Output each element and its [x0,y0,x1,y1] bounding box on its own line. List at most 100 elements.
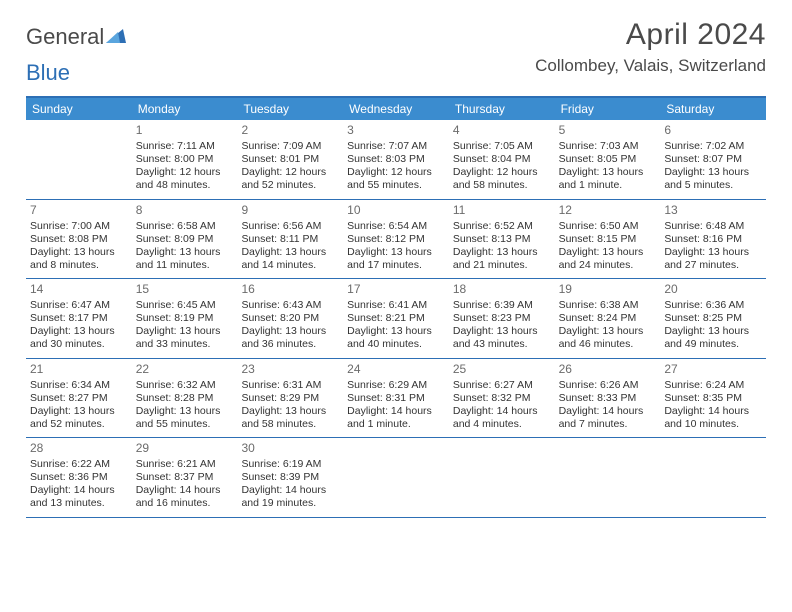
daylight-text: Daylight: 13 hours and 52 minutes. [30,405,128,431]
day-number: 8 [136,203,234,218]
sunset-text: Sunset: 8:21 PM [347,312,445,325]
title-block: April 2024 Collombey, Valais, Switzerlan… [535,18,766,76]
sunrise-text: Sunrise: 7:07 AM [347,140,445,153]
day-number: 16 [241,282,339,297]
daylight-text: Daylight: 13 hours and 30 minutes. [30,325,128,351]
sunset-text: Sunset: 8:27 PM [30,392,128,405]
daylight-text: Daylight: 13 hours and 43 minutes. [453,325,551,351]
week-row: 28Sunrise: 6:22 AMSunset: 8:36 PMDayligh… [26,438,766,518]
daylight-text: Daylight: 13 hours and 1 minute. [559,166,657,192]
logo: General [26,24,126,50]
day-cell: 25Sunrise: 6:27 AMSunset: 8:32 PMDayligh… [449,359,555,438]
sunrise-text: Sunrise: 6:31 AM [241,379,339,392]
weeks-container: 1Sunrise: 7:11 AMSunset: 8:00 PMDaylight… [26,120,766,518]
day-cell: 14Sunrise: 6:47 AMSunset: 8:17 PMDayligh… [26,279,132,358]
sunrise-text: Sunrise: 7:02 AM [664,140,762,153]
day-cell: 26Sunrise: 6:26 AMSunset: 8:33 PMDayligh… [555,359,661,438]
sunset-text: Sunset: 8:09 PM [136,233,234,246]
sunrise-text: Sunrise: 6:54 AM [347,220,445,233]
sunset-text: Sunset: 8:12 PM [347,233,445,246]
sunset-text: Sunset: 8:01 PM [241,153,339,166]
sunrise-text: Sunrise: 6:27 AM [453,379,551,392]
dayhead-mon: Monday [132,98,238,120]
day-cell: 24Sunrise: 6:29 AMSunset: 8:31 PMDayligh… [343,359,449,438]
daylight-text: Daylight: 13 hours and 8 minutes. [30,246,128,272]
daylight-text: Daylight: 14 hours and 13 minutes. [30,484,128,510]
week-row: 1Sunrise: 7:11 AMSunset: 8:00 PMDaylight… [26,120,766,200]
daylight-text: Daylight: 13 hours and 14 minutes. [241,246,339,272]
day-number: 2 [241,123,339,138]
day-number: 21 [30,362,128,377]
sunrise-text: Sunrise: 6:56 AM [241,220,339,233]
sunrise-text: Sunrise: 6:22 AM [30,458,128,471]
daylight-text: Daylight: 14 hours and 10 minutes. [664,405,762,431]
sunset-text: Sunset: 8:08 PM [30,233,128,246]
daylight-text: Daylight: 14 hours and 4 minutes. [453,405,551,431]
sunrise-text: Sunrise: 6:19 AM [241,458,339,471]
sunset-text: Sunset: 8:00 PM [136,153,234,166]
daylight-text: Daylight: 14 hours and 7 minutes. [559,405,657,431]
daylight-text: Daylight: 13 hours and 21 minutes. [453,246,551,272]
day-cell: 6Sunrise: 7:02 AMSunset: 8:07 PMDaylight… [660,120,766,199]
day-cell: 15Sunrise: 6:45 AMSunset: 8:19 PMDayligh… [132,279,238,358]
calendar-grid: Sunday Monday Tuesday Wednesday Thursday… [26,96,766,518]
day-number: 9 [241,203,339,218]
sunset-text: Sunset: 8:07 PM [664,153,762,166]
daylight-text: Daylight: 13 hours and 11 minutes. [136,246,234,272]
day-number: 27 [664,362,762,377]
sunrise-text: Sunrise: 7:03 AM [559,140,657,153]
sunset-text: Sunset: 8:39 PM [241,471,339,484]
day-cell: 17Sunrise: 6:41 AMSunset: 8:21 PMDayligh… [343,279,449,358]
daylight-text: Daylight: 13 hours and 5 minutes. [664,166,762,192]
sunset-text: Sunset: 8:28 PM [136,392,234,405]
calendar-page: General April 2024 Collombey, Valais, Sw… [0,0,792,518]
week-row: 14Sunrise: 6:47 AMSunset: 8:17 PMDayligh… [26,279,766,359]
daylight-text: Daylight: 14 hours and 1 minute. [347,405,445,431]
sunrise-text: Sunrise: 7:00 AM [30,220,128,233]
daylight-text: Daylight: 13 hours and 17 minutes. [347,246,445,272]
day-number: 15 [136,282,234,297]
sunrise-text: Sunrise: 7:05 AM [453,140,551,153]
sunset-text: Sunset: 8:04 PM [453,153,551,166]
sunrise-text: Sunrise: 6:58 AM [136,220,234,233]
day-number: 4 [453,123,551,138]
day-number: 20 [664,282,762,297]
sunset-text: Sunset: 8:03 PM [347,153,445,166]
day-header-row: Sunday Monday Tuesday Wednesday Thursday… [26,98,766,120]
day-cell: 5Sunrise: 7:03 AMSunset: 8:05 PMDaylight… [555,120,661,199]
sunset-text: Sunset: 8:20 PM [241,312,339,325]
day-number: 23 [241,362,339,377]
dayhead-fri: Friday [555,98,661,120]
day-cell: 16 Sunrise: 6:43 AMSunset: 8:20 PMDayligh… [237,279,343,358]
sunset-text: Sunset: 8:31 PM [347,392,445,405]
day-cell: 11Sunrise: 6:52 AMSunset: 8:13 PMDayligh… [449,200,555,279]
page-title: April 2024 [535,18,766,52]
day-number: 1 [136,123,234,138]
sunrise-text: Sunrise: 6:43 AM [241,299,339,312]
sunrise-text: Sunrise: 6:29 AM [347,379,445,392]
day-cell: 28Sunrise: 6:22 AMSunset: 8:36 PMDayligh… [26,438,132,517]
day-cell: 27Sunrise: 6:24 AMSunset: 8:35 PMDayligh… [660,359,766,438]
sunset-text: Sunset: 8:11 PM [241,233,339,246]
day-cell: 10Sunrise: 6:54 AMSunset: 8:12 PMDayligh… [343,200,449,279]
day-number: 7 [30,203,128,218]
day-cell: 30Sunrise: 6:19 AMSunset: 8:39 PMDayligh… [237,438,343,517]
sunrise-text: Sunrise: 7:09 AM [241,140,339,153]
sunset-text: Sunset: 8:23 PM [453,312,551,325]
daylight-text: Daylight: 13 hours and 36 minutes. [241,325,339,351]
dayhead-tue: Tuesday [237,98,343,120]
sunrise-text: Sunrise: 6:32 AM [136,379,234,392]
day-number: 13 [664,203,762,218]
daylight-text: Daylight: 12 hours and 55 minutes. [347,166,445,192]
daylight-text: Daylight: 13 hours and 40 minutes. [347,325,445,351]
sunrise-text: Sunrise: 6:21 AM [136,458,234,471]
day-cell: 22Sunrise: 6:32 AMSunset: 8:28 PMDayligh… [132,359,238,438]
day-cell: 7 Sunrise: 7:00 AMSunset: 8:08 PMDaylight… [26,200,132,279]
day-cell: 13Sunrise: 6:48 AMSunset: 8:16 PMDayligh… [660,200,766,279]
day-cell: 8 Sunrise: 6:58 AMSunset: 8:09 PMDaylight… [132,200,238,279]
day-cell: 29Sunrise: 6:21 AMSunset: 8:37 PMDayligh… [132,438,238,517]
sunrise-text: Sunrise: 6:50 AM [559,220,657,233]
day-cell: 4Sunrise: 7:05 AMSunset: 8:04 PMDaylight… [449,120,555,199]
day-number: 29 [136,441,234,456]
sunset-text: Sunset: 8:13 PM [453,233,551,246]
